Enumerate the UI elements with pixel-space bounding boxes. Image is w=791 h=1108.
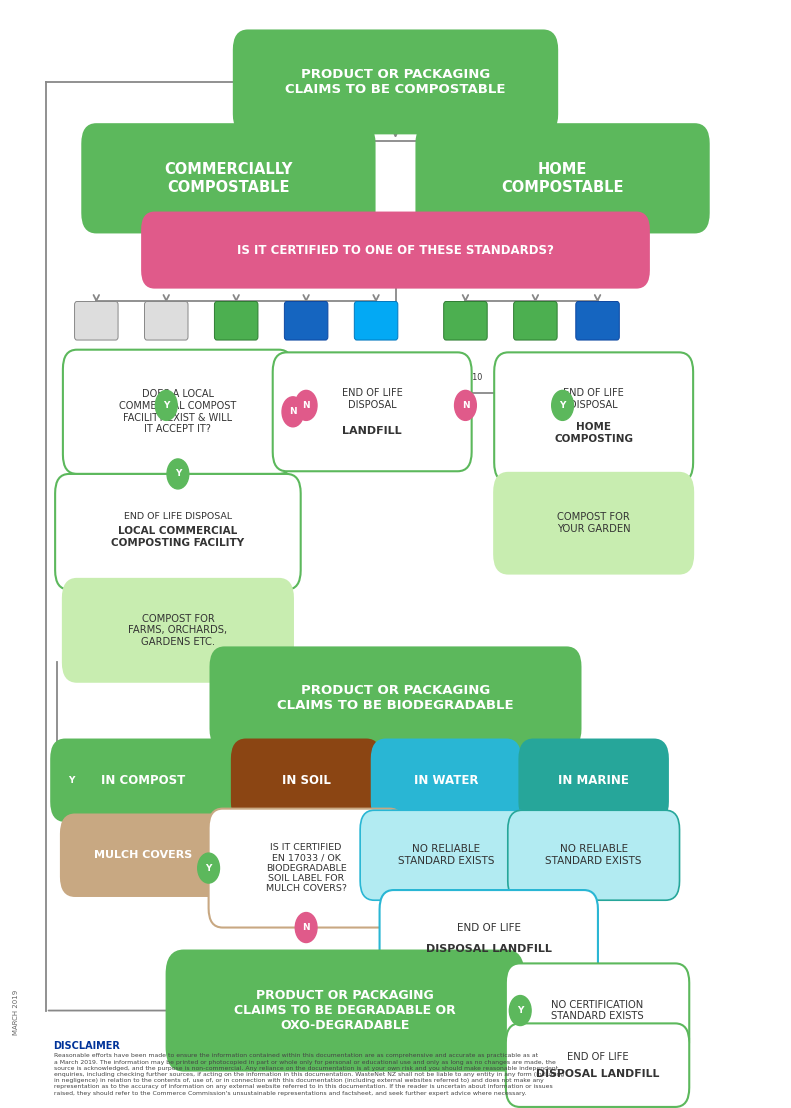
FancyBboxPatch shape — [214, 301, 258, 340]
Text: PRODUCT OR PACKAGING
CLAIMS TO BE DEGRADABLE OR
OXO-DEGRADABLE: PRODUCT OR PACKAGING CLAIMS TO BE DEGRAD… — [234, 989, 456, 1032]
FancyBboxPatch shape — [273, 352, 471, 471]
Text: IN COMPOST: IN COMPOST — [100, 773, 185, 787]
Text: COMPOST FOR
YOUR GARDEN: COMPOST FOR YOUR GARDEN — [557, 512, 630, 534]
FancyBboxPatch shape — [360, 810, 532, 900]
FancyBboxPatch shape — [209, 809, 403, 927]
Circle shape — [509, 996, 531, 1026]
FancyBboxPatch shape — [63, 350, 293, 474]
FancyBboxPatch shape — [513, 301, 557, 340]
FancyBboxPatch shape — [576, 301, 619, 340]
Text: VARIATION OF
EN 13432: VARIATION OF EN 13432 — [508, 373, 563, 392]
FancyBboxPatch shape — [494, 352, 693, 482]
Text: N: N — [302, 923, 310, 932]
Text: Y: Y — [68, 776, 74, 784]
Text: LOCAL COMMERCIAL
COMPOSTING FACILITY: LOCAL COMMERCIAL COMPOSTING FACILITY — [112, 526, 244, 548]
Text: N: N — [289, 408, 297, 417]
Text: END OF LIFE: END OF LIFE — [566, 1051, 628, 1061]
Circle shape — [61, 766, 82, 796]
Text: PRODUCT OR PACKAGING
CLAIMS TO BE COMPOSTABLE: PRODUCT OR PACKAGING CLAIMS TO BE COMPOS… — [286, 68, 505, 96]
Text: DOES A LOCAL
COMMERCIAL COMPOST
FACILITY EXIST & WILL
IT ACCEPT IT?: DOES A LOCAL COMMERCIAL COMPOST FACILITY… — [119, 389, 237, 434]
Text: DISPOSAL LANDFILL: DISPOSAL LANDFILL — [536, 1069, 659, 1079]
FancyBboxPatch shape — [232, 739, 380, 821]
Text: ASTM D
6400 or 6868: ASTM D 6400 or 6868 — [350, 373, 403, 392]
FancyBboxPatch shape — [444, 301, 487, 340]
Circle shape — [155, 390, 177, 420]
FancyBboxPatch shape — [520, 739, 668, 821]
Text: AS 5810 /
NT T 51-800: AS 5810 / NT T 51-800 — [573, 373, 622, 392]
FancyBboxPatch shape — [74, 301, 118, 340]
Text: AS 4736: AS 4736 — [80, 373, 113, 382]
Circle shape — [455, 390, 476, 420]
Text: IN WATER: IN WATER — [414, 773, 479, 787]
FancyBboxPatch shape — [55, 474, 301, 589]
FancyBboxPatch shape — [167, 951, 524, 1070]
Text: NO RELIABLE
STANDARD EXISTS: NO RELIABLE STANDARD EXISTS — [546, 844, 642, 866]
FancyBboxPatch shape — [61, 814, 225, 896]
FancyBboxPatch shape — [354, 301, 398, 340]
Text: Y: Y — [175, 470, 181, 479]
Text: LANDFILL: LANDFILL — [343, 427, 402, 437]
Text: IS IT CERTIFIED TO ONE OF THESE STANDARDS?: IS IT CERTIFIED TO ONE OF THESE STANDARD… — [237, 244, 554, 257]
FancyBboxPatch shape — [82, 124, 374, 233]
Text: NO RELIABLE
STANDARD EXISTS: NO RELIABLE STANDARD EXISTS — [398, 844, 494, 866]
Text: Reasonable efforts have been made to ensure the information contained within thi: Reasonable efforts have been made to ens… — [54, 1054, 564, 1096]
Text: EN 13432: EN 13432 — [287, 373, 325, 382]
FancyBboxPatch shape — [506, 1024, 689, 1107]
Text: HOME
COMPOSTING: HOME COMPOSTING — [554, 422, 633, 444]
Text: COMMERCIALLY
COMPOSTABLE: COMMERCIALLY COMPOSTABLE — [165, 162, 293, 195]
Text: Y: Y — [517, 1006, 524, 1015]
FancyBboxPatch shape — [417, 124, 709, 233]
Circle shape — [295, 913, 317, 943]
Text: DISPOSAL LANDFILL: DISPOSAL LANDFILL — [426, 944, 551, 954]
Text: PRODUCT OR PACKAGING
CLAIMS TO BE BIODEGRADABLE: PRODUCT OR PACKAGING CLAIMS TO BE BIODEG… — [277, 684, 514, 711]
Text: N: N — [302, 401, 310, 410]
Circle shape — [551, 390, 573, 420]
Text: HOME
COMPOSTABLE: HOME COMPOSTABLE — [501, 162, 624, 195]
Text: Y: Y — [559, 401, 566, 410]
FancyBboxPatch shape — [234, 31, 557, 133]
FancyBboxPatch shape — [63, 578, 293, 681]
Text: IS IT CERTIFIED
EN 17033 / OK
BIODEGRADABLE
SOIL LABEL FOR
MULCH COVERS?: IS IT CERTIFIED EN 17033 / OK BIODEGRADA… — [266, 843, 346, 893]
Text: AS 5810: AS 5810 — [448, 373, 482, 382]
Text: COMPOST FOR
FARMS, ORCHARDS,
GARDENS ETC.: COMPOST FOR FARMS, ORCHARDS, GARDENS ETC… — [128, 614, 228, 647]
Circle shape — [295, 390, 317, 420]
FancyBboxPatch shape — [494, 473, 693, 574]
Text: N: N — [462, 401, 469, 410]
FancyBboxPatch shape — [372, 739, 520, 821]
Text: EN 13432: EN 13432 — [147, 373, 186, 382]
Circle shape — [198, 853, 219, 883]
Text: END OF LIFE DISPOSAL: END OF LIFE DISPOSAL — [124, 512, 232, 521]
FancyBboxPatch shape — [210, 647, 581, 748]
FancyBboxPatch shape — [506, 964, 689, 1058]
Text: NO CERTIFICATION
STANDARD EXISTS: NO CERTIFICATION STANDARD EXISTS — [551, 999, 644, 1022]
Circle shape — [167, 459, 189, 489]
Text: END OF LIFE
DISPOSAL: END OF LIFE DISPOSAL — [563, 388, 624, 410]
FancyBboxPatch shape — [380, 890, 598, 987]
FancyBboxPatch shape — [145, 301, 188, 340]
Text: MARCH 2019: MARCH 2019 — [13, 989, 19, 1035]
Text: MULCH COVERS: MULCH COVERS — [94, 850, 192, 860]
FancyBboxPatch shape — [51, 739, 235, 821]
Text: END OF LIFE
DISPOSAL: END OF LIFE DISPOSAL — [342, 388, 403, 410]
FancyBboxPatch shape — [508, 810, 679, 900]
FancyBboxPatch shape — [285, 301, 328, 340]
Text: EN 13432: EN 13432 — [217, 373, 255, 382]
Text: DISCLAIMER: DISCLAIMER — [54, 1042, 120, 1051]
Text: IN MARINE: IN MARINE — [558, 773, 629, 787]
Text: END OF LIFE: END OF LIFE — [456, 923, 520, 933]
Text: Y: Y — [163, 401, 169, 410]
Text: Y: Y — [206, 863, 212, 873]
FancyBboxPatch shape — [142, 213, 649, 288]
Text: IN SOIL: IN SOIL — [282, 773, 331, 787]
Circle shape — [282, 397, 304, 427]
